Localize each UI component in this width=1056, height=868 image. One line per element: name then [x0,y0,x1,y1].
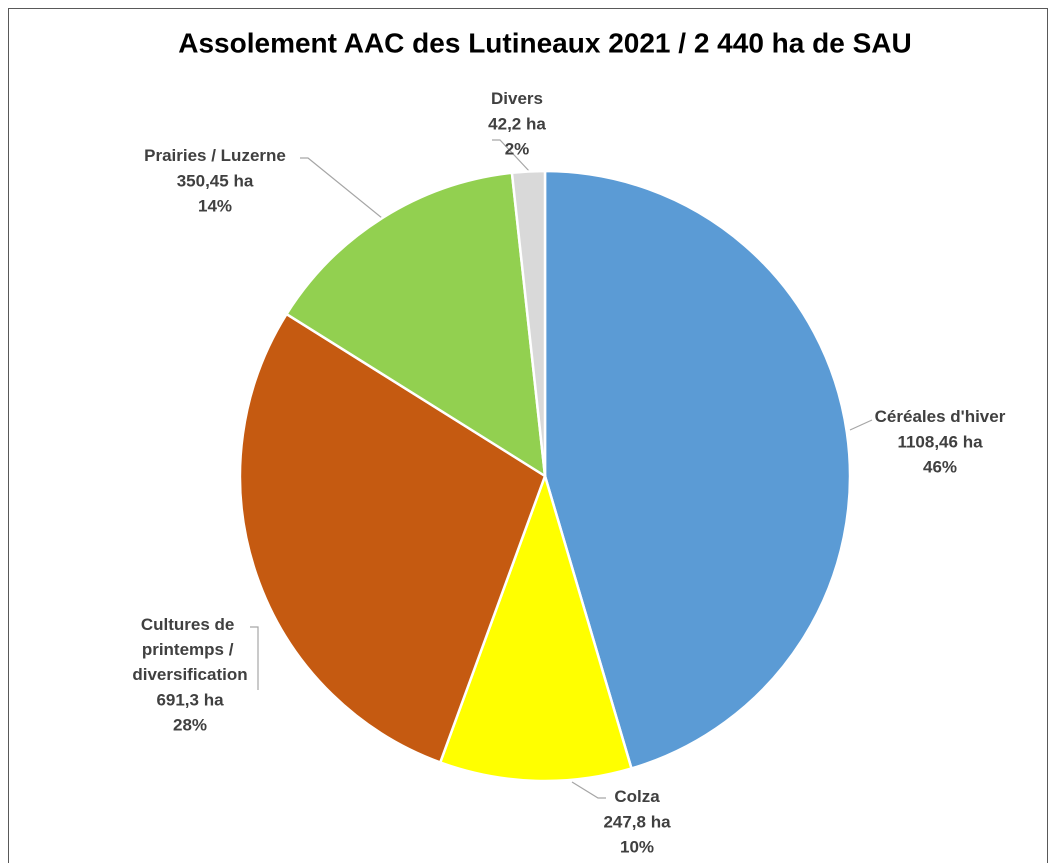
category-label-line: Colza [614,787,660,806]
leader-line [300,157,383,219]
category-label: Colza [614,787,660,806]
value-label: 1108,46 ha [897,432,983,451]
leader-lines [250,139,873,799]
value-label: 42,2 ha [488,114,546,133]
category-label: Cultures de printemps / diversification [132,615,247,684]
category-label-line: diversification [132,665,247,684]
pie-slice [543,169,852,771]
category-label-line: printemps / [142,640,238,659]
percentage-label: 14% [198,196,232,215]
pie-slice [284,171,547,479]
percentage-label: 2% [505,139,530,158]
pie-slice [238,312,547,765]
pie-slice [510,169,547,477]
percentage-label: 28% [173,715,207,734]
category-label: Céréales d'hiver [875,407,1006,426]
percentage-label: 10% [620,837,654,856]
category-label-line: Divers [491,89,543,108]
leader-line [250,626,259,690]
leader-line [849,419,873,431]
category-label-line: Céréales d'hiver [875,407,1006,426]
pie-slice [438,472,634,783]
leader-line [571,781,606,799]
percentage-label: 46% [923,457,957,476]
value-label: 350,45 ha [177,171,254,190]
value-label: 691,3 ha [156,690,224,709]
value-label: 247,8 ha [603,812,671,831]
category-label: Divers [491,89,543,108]
category-label-line: Cultures de [141,615,239,634]
leader-line [492,139,531,173]
chart-title: Assolement AAC des Lutineaux 2021 / 2 44… [178,27,911,58]
category-label: Prairies / Luzerne [144,146,286,165]
category-label-line: Prairies / Luzerne [144,146,286,165]
